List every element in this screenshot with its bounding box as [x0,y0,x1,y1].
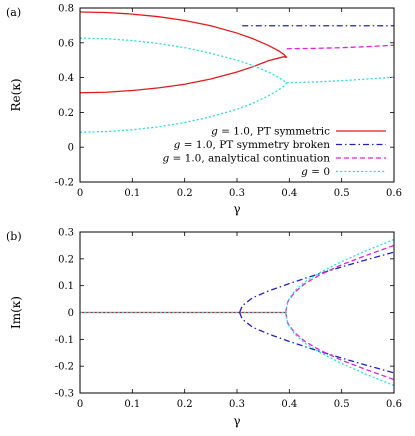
y-tick-label: 0 [68,308,74,319]
series-line [80,11,288,59]
x-tick-label: 0.1 [124,188,140,199]
plot-frame [79,7,395,183]
legend-label: g = 1.0, PT symmetric [211,126,330,138]
x-tick-label: 0.2 [177,399,193,410]
panel-b-im-kappa: (b) 0 0.1 0.2 0.3 0.4 0.5 0.6 -0.3 -0.2 -0.1 0 0.1 0.… [6,228,402,429]
y-tick-label: 0.1 [58,281,74,292]
y-tick-label: 0.2 [58,254,74,265]
panel-label: (a) [6,6,21,19]
legend-label: g = 1.0, PT symmetry broken [174,139,331,151]
panel-label: (b) [6,230,22,243]
x-tick-label: 0.5 [334,399,350,410]
series-group [80,238,394,387]
legend-label-text: = 1.0, PT symmetric [218,126,330,138]
x-tick-label: 0.6 [386,399,402,410]
y-tick-label: -0.2 [55,178,74,189]
x-axis-label: γ [233,414,240,428]
series-line [80,37,288,84]
legend-label: g = 1.0, analytical continuation [162,153,330,165]
x-tick-label: 0.4 [281,188,297,199]
y-tick-label: 0.2 [58,108,74,119]
legend-label: g = 0 [301,166,330,178]
plot-frame [79,231,395,394]
x-axis-label: γ [233,202,240,216]
y-tick-label: 0.8 [58,4,74,15]
x-tick-label: 0.5 [334,188,350,199]
y-tick-label: -0.1 [55,335,74,346]
y-tick-label: 0.4 [58,73,74,84]
y-tick-label: 0 [68,143,74,154]
series-line [285,238,394,313]
x-tick-label: 0.3 [229,188,245,199]
legend-label-text: = 1.0, PT symmetry broken [180,139,330,151]
x-tick-label: 0.6 [386,188,402,199]
series-group [80,11,394,133]
legend-label-var: g [162,153,169,165]
y-tick-label: 0.6 [58,38,74,49]
legend-label-text: = 0 [308,166,330,178]
series-line [239,251,394,313]
x-tick-label: 0.2 [177,188,193,199]
series-line [285,312,394,387]
panel-a-re-kappa: (a)0 0.1 0.2 0.3 0.4 0.5 0.6-0.200.20.40.60.8γ… [6,4,402,217]
legend-label-var: g [174,139,181,151]
series-line [239,312,394,374]
series-line [80,56,287,94]
x-tick-label: 0 [77,399,83,410]
series-line [286,76,394,84]
x-tick-label: 0.3 [229,399,245,410]
series-line [286,44,394,50]
y-tick-label: 0.3 [58,228,74,239]
x-tick-label: 0.4 [281,399,297,410]
series-line [80,82,288,133]
y-axis-label: Re(κ) [9,79,23,112]
legend-label-var: g [301,166,308,178]
y-tick-label: -0.2 [55,362,74,373]
x-tick-label: 0 [77,188,83,199]
legend-label-var: g [211,126,218,138]
x-tick-label: 0.1 [124,399,140,410]
y-axis-label: Im(κ) [9,296,23,329]
y-tick-label: -0.3 [55,389,74,400]
legend-label-text: = 1.0, analytical continuation [169,153,330,165]
